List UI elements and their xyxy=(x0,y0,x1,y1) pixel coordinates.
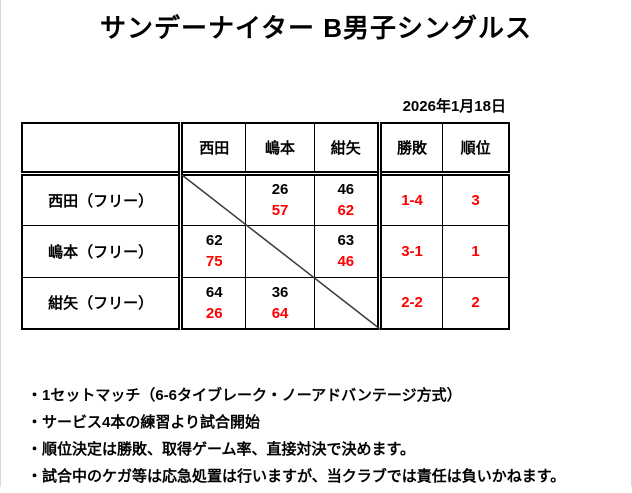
note-line-1: ・1セットマッチ（6-6タイブレーク・ノーアドバンテージ方式） xyxy=(27,387,462,404)
col-header-shimamoto: 嶋本 xyxy=(245,122,315,174)
score-bottom: 26 xyxy=(205,304,223,322)
round-robin-table: 西田 嶋本 紺矢 勝敗 順位 西田（フリー） 26 57 46 62 1-4 3 xyxy=(21,122,510,330)
col-header-nishida: 西田 xyxy=(178,122,247,174)
score-bottom: 62 xyxy=(337,202,355,219)
table-row-konya: 紺矢（フリー） 64 26 36 64 2-2 2 xyxy=(21,276,510,330)
score-bottom: 75 xyxy=(205,253,223,270)
score-top: 36 xyxy=(271,283,289,301)
score-top: 63 xyxy=(337,232,355,249)
header-row: 西田 嶋本 紺矢 勝敗 順位 xyxy=(21,122,510,174)
note-line-2: ・サービス4本の練習より試合開始 xyxy=(27,414,261,431)
note-line-4: ・試合中のケガ等は応急処置は行いますが、当クラブでは責任は負いかねます。 xyxy=(27,468,566,485)
score-top: 46 xyxy=(337,181,355,198)
score-bottom: 57 xyxy=(271,202,289,219)
score-cell-shimamoto-vs-konya: 63 46 xyxy=(313,224,380,278)
score-cell-konya-vs-nishida: 64 26 xyxy=(178,276,247,330)
rank-cell-shimamoto: 1 xyxy=(442,224,510,278)
record-cell-nishida: 1-4 xyxy=(376,170,444,226)
col-header-record: 勝敗 xyxy=(376,122,444,174)
score-top: 64 xyxy=(205,283,223,301)
date-label: 2026年1月18日 xyxy=(402,98,506,115)
score-bottom: 64 xyxy=(271,304,289,322)
col-header-konya: 紺矢 xyxy=(313,122,380,174)
note-line-3: ・順位決定は勝敗、取得ゲーム率、直接対決で決めます。 xyxy=(27,441,416,458)
score-cell-konya-vs-shimamoto: 36 64 xyxy=(245,276,315,330)
row-label-shimamoto: 嶋本（フリー） xyxy=(21,224,182,278)
notes-section: ・1セットマッチ（6-6タイブレーク・ノーアドバンテージ方式） ・サービス4本の… xyxy=(27,385,565,493)
table-row-nishida: 西田（フリー） 26 57 46 62 1-4 3 xyxy=(21,170,510,226)
table-row-shimamoto: 嶋本（フリー） 62 75 63 46 3-1 1 xyxy=(21,224,510,278)
rank-cell-konya: 2 xyxy=(442,276,510,330)
rank-cell-nishida: 3 xyxy=(442,170,510,226)
row-label-konya: 紺矢（フリー） xyxy=(21,276,182,330)
score-cell-nishida-vs-konya: 46 62 xyxy=(313,170,380,226)
score-top: 62 xyxy=(205,232,223,249)
results-table: 西田 嶋本 紺矢 勝敗 順位 西田（フリー） 26 57 46 62 1-4 3 xyxy=(21,122,511,331)
page-title: サンデーナイター B男子シングルス xyxy=(100,13,532,43)
score-bottom: 46 xyxy=(337,253,355,270)
row-label-nishida: 西田（フリー） xyxy=(21,170,182,226)
record-cell-konya: 2-2 xyxy=(376,276,444,330)
score-cell-nishida-vs-shimamoto: 26 57 xyxy=(245,170,315,226)
self-match-cell xyxy=(313,276,380,330)
self-match-cell xyxy=(178,170,247,226)
score-top: 26 xyxy=(271,181,289,198)
self-match-cell xyxy=(245,224,315,278)
score-cell-shimamoto-vs-nishida: 62 75 xyxy=(178,224,247,278)
col-header-rank: 順位 xyxy=(442,122,510,174)
corner-cell xyxy=(21,122,182,174)
record-cell-shimamoto: 3-1 xyxy=(376,224,444,278)
